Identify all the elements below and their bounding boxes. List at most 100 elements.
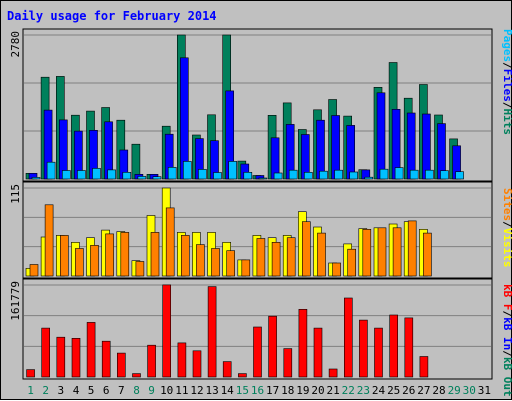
day-label: 15	[236, 384, 249, 397]
bar-pages-day-13	[213, 172, 222, 180]
day-label: 11	[175, 384, 188, 397]
legend-entry: Hits	[501, 109, 512, 136]
bar-pages-day-14	[228, 161, 237, 180]
day-label: 27	[417, 384, 430, 397]
legend-entry: /	[501, 311, 512, 318]
bar-pages-day-20	[319, 170, 328, 180]
day-label: 16	[251, 384, 264, 397]
legend: Sites/Visits	[501, 188, 512, 268]
bar-sites-day-18	[286, 237, 296, 277]
day-label: 6	[103, 384, 110, 397]
bar-files-day-22	[346, 125, 356, 180]
bar-sites-day-14	[226, 250, 235, 277]
legend-entry: Sites	[501, 188, 512, 221]
day-label: 10	[160, 384, 173, 397]
bar-files-day-3	[58, 119, 68, 180]
bar-sites-day-23	[362, 229, 372, 277]
legend-entry: kB Out	[501, 357, 512, 397]
bar-sites-day-4	[75, 248, 84, 277]
bar-files-day-24	[376, 92, 386, 180]
bar-sites-day-24	[377, 227, 387, 277]
day-label: 3	[57, 384, 64, 397]
bar-sites-day-25	[392, 227, 402, 277]
bar-sites-day-2	[44, 204, 54, 277]
legend-entry: Pages	[501, 29, 512, 62]
day-label: 2	[42, 384, 49, 397]
bar-pages-day-10	[167, 167, 177, 180]
bar-sites-day-6	[105, 233, 114, 277]
bar-pages-day-25	[394, 167, 404, 180]
day-label: 23	[357, 384, 370, 397]
bar-kb_in-day-22	[343, 297, 353, 378]
bar-kb_in-day-19	[298, 308, 308, 378]
bar-sites-day-5	[90, 245, 99, 277]
bar-kb_in-day-25	[389, 314, 399, 378]
day-label: 29	[448, 384, 461, 397]
bar-sites-day-13	[211, 248, 220, 277]
day-label: 20	[311, 384, 324, 397]
bar-pages-day-17	[273, 172, 283, 180]
bar-pages-day-22	[349, 171, 359, 180]
bar-sites-day-19	[301, 221, 311, 277]
day-label: 8	[133, 384, 140, 397]
legend-entry: /	[501, 62, 512, 69]
bar-kb_in-day-3	[56, 336, 66, 378]
bar-pages-day-16	[258, 177, 268, 180]
day-label: 25	[387, 384, 400, 397]
legend-entry: /	[501, 221, 512, 228]
bar-kb_in-day-1	[26, 369, 35, 378]
bar-kb_in-day-12	[192, 350, 202, 378]
bar-kb_in-day-14	[222, 361, 232, 378]
bar-files-day-26	[406, 112, 416, 180]
bar-kb_in-day-18	[283, 348, 293, 378]
bar-kb_in-day-8	[132, 373, 141, 378]
bar-sites-day-17	[271, 242, 281, 277]
bar-sites-day-12	[196, 244, 205, 277]
day-label: 17	[266, 384, 279, 397]
bar-pages-day-5	[92, 168, 101, 180]
chart-title: Daily usage for February 2014	[7, 9, 217, 23]
bar-sites-day-8	[135, 261, 145, 277]
bar-pages-day-6	[107, 169, 116, 180]
bar-kb_in-day-17	[268, 315, 277, 378]
legend-entry: Visits	[501, 228, 512, 268]
bar-pages-day-3	[61, 170, 71, 180]
bar-kb_in-day-24	[374, 327, 383, 378]
bar-files-day-27	[422, 113, 431, 180]
day-label: 1	[27, 384, 34, 397]
bar-sites-day-3	[59, 235, 69, 277]
bar-kb_in-day-11	[177, 342, 187, 378]
bar-kb_in-day-6	[101, 340, 111, 378]
bar-pages-day-23	[364, 176, 374, 180]
bar-kb_in-day-7	[117, 352, 126, 378]
day-label: 12	[190, 384, 203, 397]
day-label: 31	[478, 384, 491, 397]
bar-pages-day-2	[46, 161, 56, 180]
day-label: 24	[372, 384, 386, 397]
bar-pages-day-29	[455, 171, 464, 180]
legend-entry: kB In	[501, 317, 512, 350]
y-max-label: 161779	[9, 281, 22, 321]
day-label: 19	[296, 384, 309, 397]
bar-kb_in-day-5	[86, 322, 96, 378]
bar-kb_in-day-10	[162, 284, 171, 378]
bar-sites-day-21	[332, 262, 341, 277]
bar-pages-day-12	[198, 169, 207, 180]
bar-pages-day-28	[440, 170, 449, 180]
bar-kb_in-day-15	[238, 373, 247, 378]
bar-pages-day-9	[152, 176, 162, 180]
legend-entry: kB F	[501, 284, 512, 311]
bar-kb_in-day-9	[147, 344, 156, 378]
bar-sites-day-7	[120, 232, 130, 277]
legend-entry: Files	[501, 69, 512, 102]
day-label: 21	[326, 384, 339, 397]
day-label: 7	[118, 384, 125, 397]
bar-pages-day-18	[288, 169, 298, 180]
bar-pages-day-8	[137, 176, 147, 180]
bar-sites-day-26	[407, 220, 417, 277]
bar-sites-day-15	[241, 259, 251, 277]
bar-kb_in-day-21	[328, 368, 338, 378]
day-label: 9	[148, 384, 155, 397]
